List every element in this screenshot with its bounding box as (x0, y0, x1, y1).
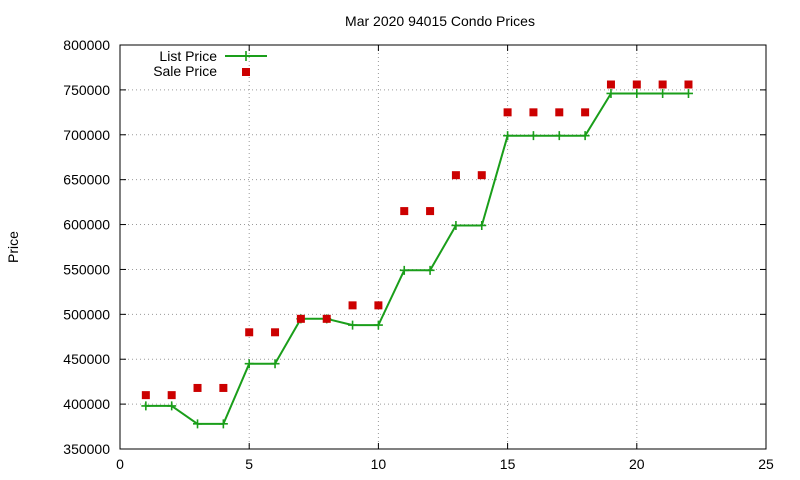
point-list-price (425, 265, 435, 275)
point-list-price (373, 320, 383, 330)
point-sale-price (426, 207, 435, 216)
point-sale-price (477, 171, 486, 180)
point-sale-price (271, 328, 280, 337)
point-list-price (244, 359, 254, 369)
point-sale-price (219, 383, 228, 392)
legend: List Price Sale Price (153, 48, 267, 79)
point-list-price (167, 401, 177, 411)
legend-marker-sale-price (242, 68, 250, 76)
point-sale-price (555, 108, 564, 117)
legend-marker-list-price (241, 51, 251, 61)
point-list-price (348, 320, 358, 330)
legend-label-sale-price: Sale Price (153, 63, 217, 79)
point-list-price (193, 419, 203, 429)
y-tick-label: 750000 (63, 82, 110, 98)
point-sale-price (141, 391, 150, 400)
point-sale-price (451, 171, 460, 180)
point-sale-price (400, 207, 409, 216)
point-sale-price (193, 383, 202, 392)
series-layer (141, 80, 693, 429)
grid-lines (120, 45, 766, 449)
point-list-price (141, 401, 151, 411)
point-list-price (683, 88, 693, 98)
x-tick-labels: 0 5 10 15 20 25 (116, 456, 774, 472)
point-list-price (658, 88, 668, 98)
x-tick-label: 20 (629, 456, 645, 472)
point-sale-price (581, 108, 590, 117)
y-tick-label: 700000 (63, 127, 110, 143)
y-tick-label: 550000 (63, 261, 110, 277)
y-tick-label: 400000 (63, 396, 110, 412)
point-sale-price (245, 328, 254, 337)
point-sale-price (167, 391, 176, 400)
point-list-price (451, 220, 461, 230)
point-list-price (528, 131, 538, 141)
x-tick-label: 10 (371, 456, 387, 472)
series-line-list-price (145, 92, 689, 425)
point-sale-price (632, 80, 641, 89)
point-list-price (632, 88, 642, 98)
y-tick-label: 650000 (63, 172, 110, 188)
point-list-price (503, 131, 513, 141)
point-list-price (554, 131, 564, 141)
point-sale-price (322, 314, 331, 323)
y-axis-label: Price (5, 231, 21, 263)
point-sale-price (296, 314, 305, 323)
point-sale-price (503, 108, 512, 117)
point-list-price (399, 265, 409, 275)
x-tick-label: 5 (245, 456, 253, 472)
point-sale-price (529, 108, 538, 117)
y-tick-label: 800000 (63, 37, 110, 53)
y-tick-label: 600000 (63, 217, 110, 233)
point-sale-price (658, 80, 667, 89)
point-sale-price (374, 301, 383, 310)
x-tick-label: 25 (758, 456, 774, 472)
y-tick-label: 450000 (63, 351, 110, 367)
legend-label-list-price: List Price (159, 48, 217, 64)
plot-frame (119, 44, 767, 450)
point-list-price (218, 419, 228, 429)
y-tick-label: 350000 (63, 441, 110, 457)
y-tick-label: 500000 (63, 306, 110, 322)
x-tick-label: 0 (116, 456, 124, 472)
point-sale-price (606, 80, 615, 89)
x-tick-label: 15 (500, 456, 516, 472)
point-list-price (580, 131, 590, 141)
point-sale-price (684, 80, 693, 89)
point-sale-price (348, 301, 357, 310)
y-tick-labels: 350000 400000 450000 500000 550000 600000 6500… (63, 37, 110, 457)
chart-title: Mar 2020 94015 Condo Prices (345, 13, 535, 29)
point-list-price (270, 359, 280, 369)
point-list-price (477, 220, 487, 230)
point-list-price (606, 88, 616, 98)
